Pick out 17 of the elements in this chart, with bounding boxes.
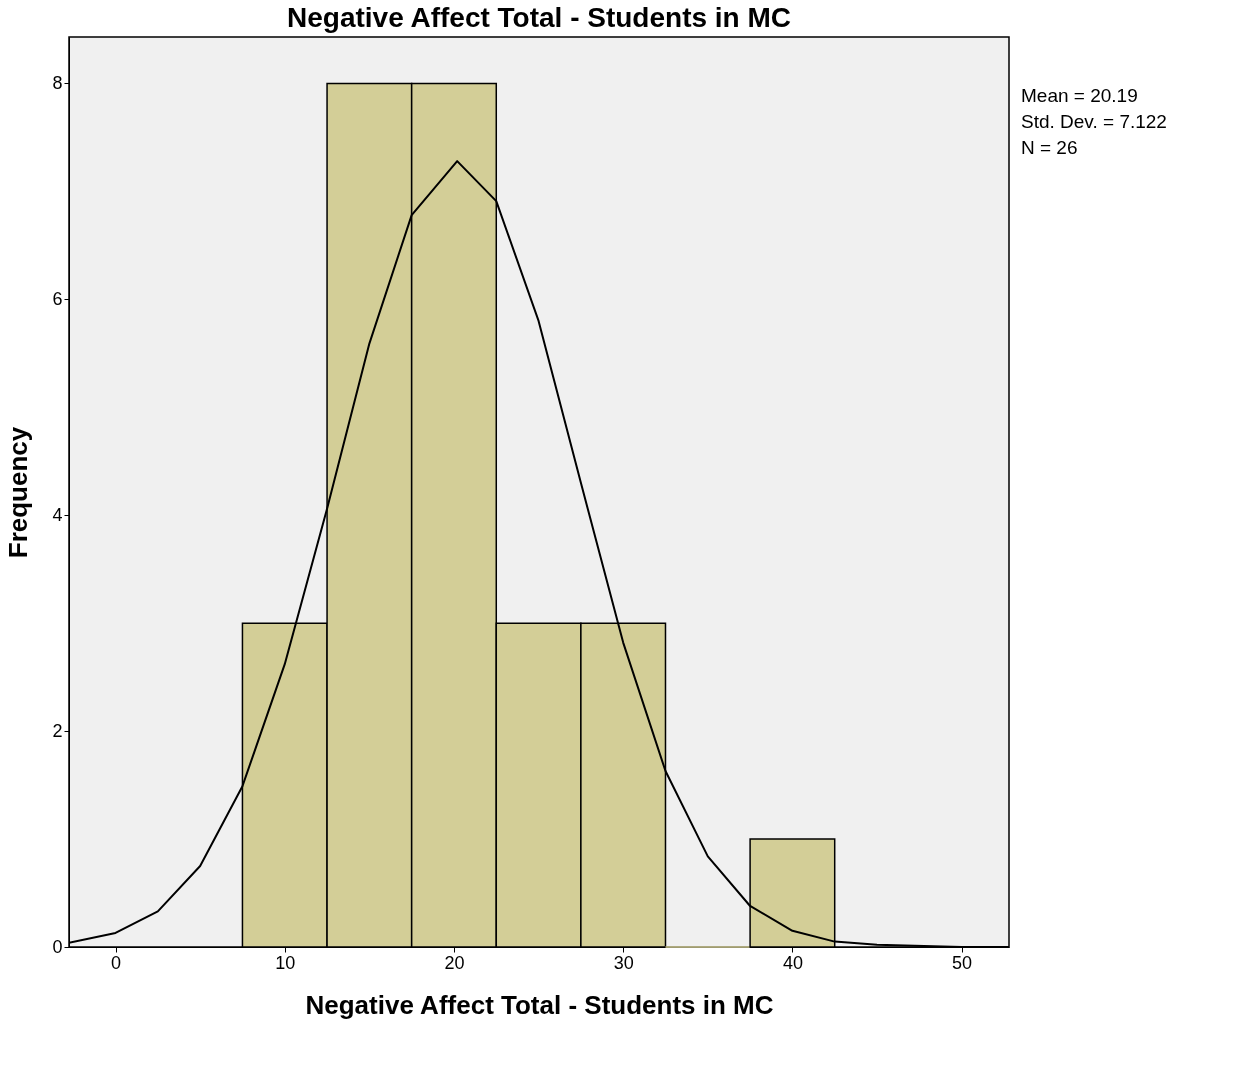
x-tick-label: 20 [444,952,465,973]
y-axis-title: Frequency [3,426,34,559]
y-tick-label: 0 [52,936,63,957]
text: N = 26 [1021,137,1078,158]
y-tick-label: 2 [52,720,63,741]
y-tick-label: 8 [52,72,63,93]
x-tick-label: 0 [111,952,122,973]
text: Std. Dev. = 7.122 [1021,111,1167,132]
y-tick-label: 6 [52,288,63,309]
x-tick-label: 10 [275,952,296,973]
x-axis-title: Negative Affect Total - Students in MC [305,989,774,1020]
x-tick-label: 40 [782,952,803,973]
y-tick-label: 4 [52,504,63,525]
x-tick-label: 30 [613,952,634,973]
text: Mean = 20.19 [1021,85,1138,106]
x-tick-label: 50 [952,952,973,973]
chart-title: Negative Affect Total - Students in MC [286,2,792,33]
